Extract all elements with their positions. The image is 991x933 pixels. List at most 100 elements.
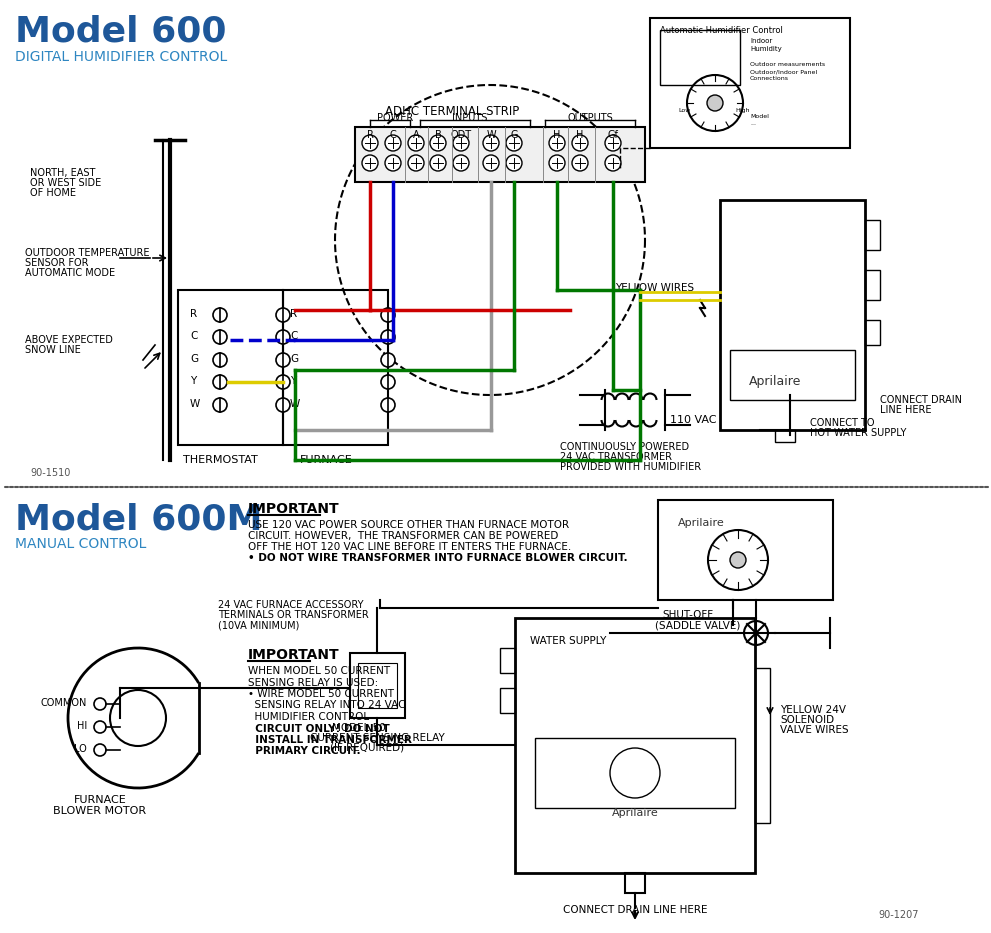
Bar	[865, 270, 880, 300]
Bar	[178, 290, 283, 445]
Text: Humidity: Humidity	[750, 46, 782, 52]
Bar	[535, 738, 735, 808]
Text: OFF THE HOT 120 VAC LINE BEFORE IT ENTERS THE FURNACE.: OFF THE HOT 120 VAC LINE BEFORE IT ENTER…	[248, 542, 571, 552]
Text: CIRCUIT. HOWEVER,  THE TRANSFORMER CAN BE POWERED: CIRCUIT. HOWEVER, THE TRANSFORMER CAN BE…	[248, 531, 558, 541]
Bar	[500, 648, 515, 673]
Circle shape	[506, 135, 522, 151]
Circle shape	[381, 330, 395, 344]
Text: A: A	[412, 130, 419, 140]
Circle shape	[276, 330, 290, 344]
Circle shape	[213, 330, 227, 344]
Text: ABOVE EXPECTED: ABOVE EXPECTED	[25, 335, 113, 345]
Circle shape	[572, 155, 588, 171]
Text: B: B	[435, 130, 441, 140]
Text: PROVIDED WITH HUMIDIFIER: PROVIDED WITH HUMIDIFIER	[560, 462, 701, 472]
Bar	[625, 873, 645, 893]
Text: SNOW LINE: SNOW LINE	[25, 345, 80, 355]
Bar	[650, 18, 850, 148]
Text: Connections: Connections	[750, 76, 789, 81]
Text: FURNACE: FURNACE	[300, 455, 353, 465]
Circle shape	[385, 135, 401, 151]
Text: • DO NOT WIRE TRANSFORMER INTO FURNACE BLOWER CIRCUIT.: • DO NOT WIRE TRANSFORMER INTO FURNACE B…	[248, 553, 627, 563]
Text: BLOWER MOTOR: BLOWER MOTOR	[54, 806, 147, 816]
Bar	[500, 688, 515, 713]
Text: G: G	[510, 130, 517, 140]
Bar	[720, 200, 865, 430]
Circle shape	[572, 135, 588, 151]
Text: CONNECT TO: CONNECT TO	[810, 418, 874, 428]
Circle shape	[483, 155, 499, 171]
Text: High: High	[735, 108, 749, 113]
Circle shape	[276, 375, 290, 389]
Circle shape	[94, 698, 106, 710]
Circle shape	[381, 308, 395, 322]
Text: PRIMARY CIRCUIT.: PRIMARY CIRCUIT.	[248, 746, 361, 757]
Text: ODT: ODT	[451, 130, 472, 140]
Text: R: R	[290, 309, 297, 319]
Text: 24 VAC FURNACE ACCESSORY: 24 VAC FURNACE ACCESSORY	[218, 600, 364, 610]
Circle shape	[94, 744, 106, 756]
Circle shape	[430, 135, 446, 151]
Circle shape	[276, 353, 290, 367]
Circle shape	[549, 135, 565, 151]
Text: (SADDLE VALVE): (SADDLE VALVE)	[655, 620, 740, 630]
Text: R: R	[190, 309, 197, 319]
Bar	[775, 430, 795, 442]
Text: ADHC TERMINAL STRIP: ADHC TERMINAL STRIP	[385, 105, 519, 118]
Text: H: H	[577, 130, 584, 140]
Text: G: G	[190, 354, 198, 364]
Text: CURRENT SENSING RELAY: CURRENT SENSING RELAY	[310, 733, 445, 743]
Bar	[658, 500, 833, 600]
Circle shape	[506, 155, 522, 171]
Bar	[350, 653, 405, 718]
Text: OF HOME: OF HOME	[30, 188, 76, 198]
Text: Y: Y	[290, 376, 296, 386]
Text: SOLENOID: SOLENOID	[780, 715, 834, 725]
Text: Gf: Gf	[607, 130, 618, 140]
Text: Y: Y	[190, 376, 196, 386]
Text: ...: ...	[750, 121, 756, 126]
Text: • WIRE MODEL 50 CURRENT: • WIRE MODEL 50 CURRENT	[248, 689, 394, 699]
Bar	[358, 663, 397, 708]
Text: MANUAL CONTROL: MANUAL CONTROL	[15, 537, 147, 551]
Bar	[283, 290, 388, 445]
Text: W: W	[487, 130, 496, 140]
Text: C: C	[389, 130, 396, 140]
Text: THERMOSTAT: THERMOSTAT	[183, 455, 258, 465]
Text: VALVE WIRES: VALVE WIRES	[780, 725, 848, 735]
Text: WATER SUPPLY: WATER SUPPLY	[530, 636, 606, 646]
Text: CIRCUIT ONLY! DO NOT: CIRCUIT ONLY! DO NOT	[248, 723, 389, 733]
Text: AUTOMATIC MODE: AUTOMATIC MODE	[25, 268, 115, 278]
Bar	[865, 220, 880, 250]
Circle shape	[362, 135, 378, 151]
Circle shape	[430, 155, 446, 171]
Text: (10VA MINIMUM): (10VA MINIMUM)	[218, 620, 299, 630]
Text: Model 600: Model 600	[15, 15, 227, 49]
Circle shape	[110, 690, 166, 746]
Text: 90-1207: 90-1207	[878, 910, 919, 920]
Text: WHEN MODEL 50 CURRENT: WHEN MODEL 50 CURRENT	[248, 666, 390, 676]
Text: POWER: POWER	[377, 113, 413, 123]
Text: NORTH, EAST: NORTH, EAST	[30, 168, 95, 178]
Text: 24 VAC TRANSFORMER: 24 VAC TRANSFORMER	[560, 452, 672, 462]
Text: FURNACE: FURNACE	[73, 795, 127, 805]
Text: IMPORTANT: IMPORTANT	[248, 648, 340, 662]
Circle shape	[381, 353, 395, 367]
Circle shape	[213, 398, 227, 412]
Text: USE 120 VAC POWER SOURCE OTHER THAN FURNACE MOTOR: USE 120 VAC POWER SOURCE OTHER THAN FURN…	[248, 520, 569, 530]
Circle shape	[707, 95, 723, 111]
Text: Indoor: Indoor	[750, 38, 772, 44]
Text: CONTINUOUSLY POWERED: CONTINUOUSLY POWERED	[560, 442, 689, 452]
Circle shape	[549, 155, 565, 171]
Text: Automatic Humidifier Control: Automatic Humidifier Control	[660, 26, 783, 35]
Text: Aprilaire: Aprilaire	[749, 375, 801, 388]
Text: 110 VAC: 110 VAC	[670, 415, 716, 425]
Circle shape	[483, 135, 499, 151]
Text: 90-1510: 90-1510	[30, 468, 70, 478]
Text: (IF REQUIRED): (IF REQUIRED)	[330, 743, 404, 753]
Text: Aprilaire: Aprilaire	[611, 808, 658, 818]
Text: R: R	[367, 130, 374, 140]
Bar	[865, 320, 880, 345]
Text: YELLOW WIRES: YELLOW WIRES	[615, 283, 694, 293]
Circle shape	[213, 375, 227, 389]
